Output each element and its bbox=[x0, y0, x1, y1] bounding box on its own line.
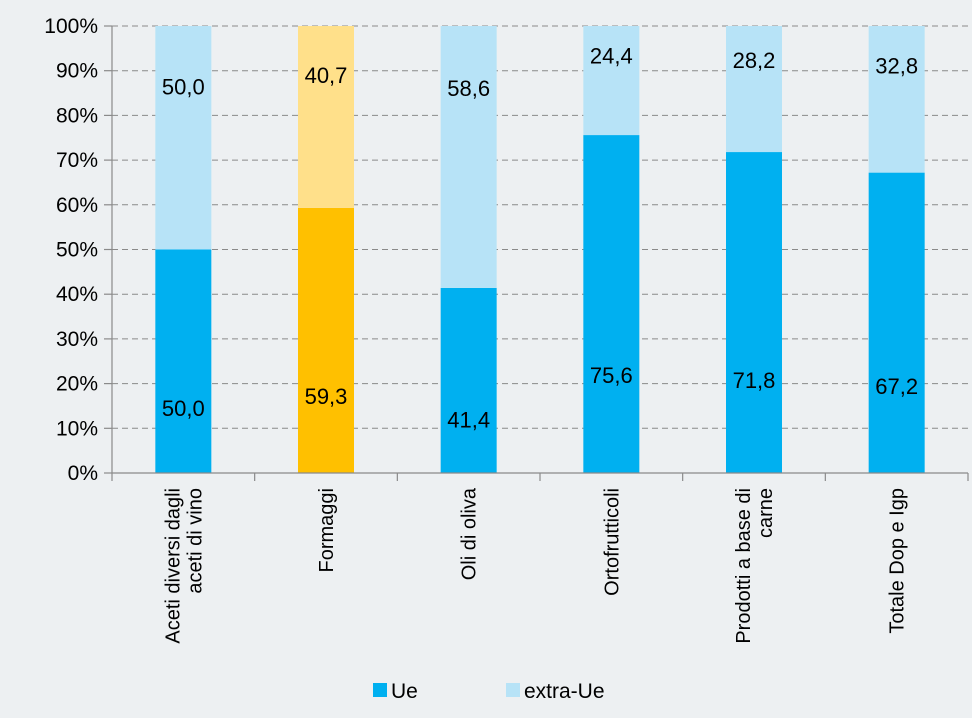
bar-extra-ue bbox=[298, 26, 354, 208]
y-tick-label: 100% bbox=[44, 15, 98, 38]
category-label: Formaggi bbox=[316, 488, 338, 572]
data-label: 59,3 bbox=[305, 384, 348, 409]
data-label: 50,0 bbox=[162, 396, 205, 421]
data-label: 24,4 bbox=[590, 43, 633, 68]
bar-ue bbox=[726, 152, 782, 473]
data-labels: 50,0 50,0 59,3 40,7 41,4 58,6 75,6 24,4 71,8 28,2… bbox=[162, 43, 918, 432]
y-tick-label: 10% bbox=[56, 417, 98, 440]
data-label: 71,8 bbox=[733, 368, 776, 393]
data-label: 58,6 bbox=[447, 76, 490, 101]
category-label-line: Prodotti a base di bbox=[733, 488, 755, 644]
bar-ue bbox=[868, 172, 925, 473]
category-labels: Aceti diversi dagli aceti di vino Formaggi… bbox=[162, 487, 908, 644]
y-tick-label: 40% bbox=[56, 283, 98, 306]
legend-label: Ue bbox=[391, 680, 418, 703]
category-label-line: Totale Dop e Igp bbox=[887, 488, 909, 634]
category-label-line: Ortofrutticoli bbox=[601, 488, 623, 596]
data-label: 41,4 bbox=[447, 407, 490, 432]
bar-extra-ue bbox=[583, 26, 640, 136]
y-tick-label: 30% bbox=[56, 328, 98, 351]
y-tick-label: 90% bbox=[56, 60, 98, 83]
category-label: Totale Dop e Igp bbox=[887, 488, 909, 634]
y-tick-label: 70% bbox=[56, 149, 98, 172]
legend: Ue extra-Ue bbox=[373, 680, 605, 703]
bar-ue bbox=[298, 207, 354, 473]
category-label-line: Formaggi bbox=[316, 488, 338, 572]
data-label: 40,7 bbox=[305, 63, 348, 88]
y-tick-label: 60% bbox=[56, 194, 98, 217]
bar-extra-ue bbox=[868, 26, 925, 173]
bar-extra-ue bbox=[440, 26, 497, 288]
bar-ue bbox=[155, 249, 212, 473]
y-tick-label: 0% bbox=[68, 462, 98, 485]
data-label: 32,8 bbox=[875, 54, 918, 79]
category-label: Prodotti a base di carne bbox=[733, 488, 777, 644]
legend-swatch bbox=[506, 683, 520, 697]
category-label-line: aceti di vino bbox=[184, 488, 206, 594]
bar-ue bbox=[440, 287, 497, 473]
y-tick-label: 80% bbox=[56, 104, 98, 127]
category-label-line: Oli di oliva bbox=[459, 487, 481, 580]
axes: 0% 10% 20% 30% 40% 50% 60% 70% 80% 90% 100% bbox=[44, 15, 969, 485]
data-label: 28,2 bbox=[733, 48, 776, 73]
bars bbox=[155, 26, 925, 473]
legend-swatch bbox=[373, 683, 387, 697]
legend-label: extra-Ue bbox=[524, 680, 605, 703]
gridlines bbox=[112, 25, 968, 429]
data-label: 50,0 bbox=[162, 74, 205, 99]
data-label: 75,6 bbox=[590, 363, 633, 388]
data-label: 67,2 bbox=[875, 374, 918, 399]
category-label-line: Aceti diversi dagli bbox=[162, 488, 184, 644]
bar-extra-ue bbox=[726, 26, 782, 153]
bar-ue bbox=[583, 135, 640, 473]
category-label: Ortofrutticoli bbox=[601, 488, 623, 596]
y-tick-label: 50% bbox=[56, 239, 98, 262]
category-label-line: carne bbox=[755, 488, 777, 538]
bar-extra-ue bbox=[155, 26, 212, 250]
category-label: Oli di oliva bbox=[459, 487, 481, 580]
y-tick-label: 20% bbox=[56, 373, 98, 396]
category-label: Aceti diversi dagli aceti di vino bbox=[162, 488, 206, 644]
